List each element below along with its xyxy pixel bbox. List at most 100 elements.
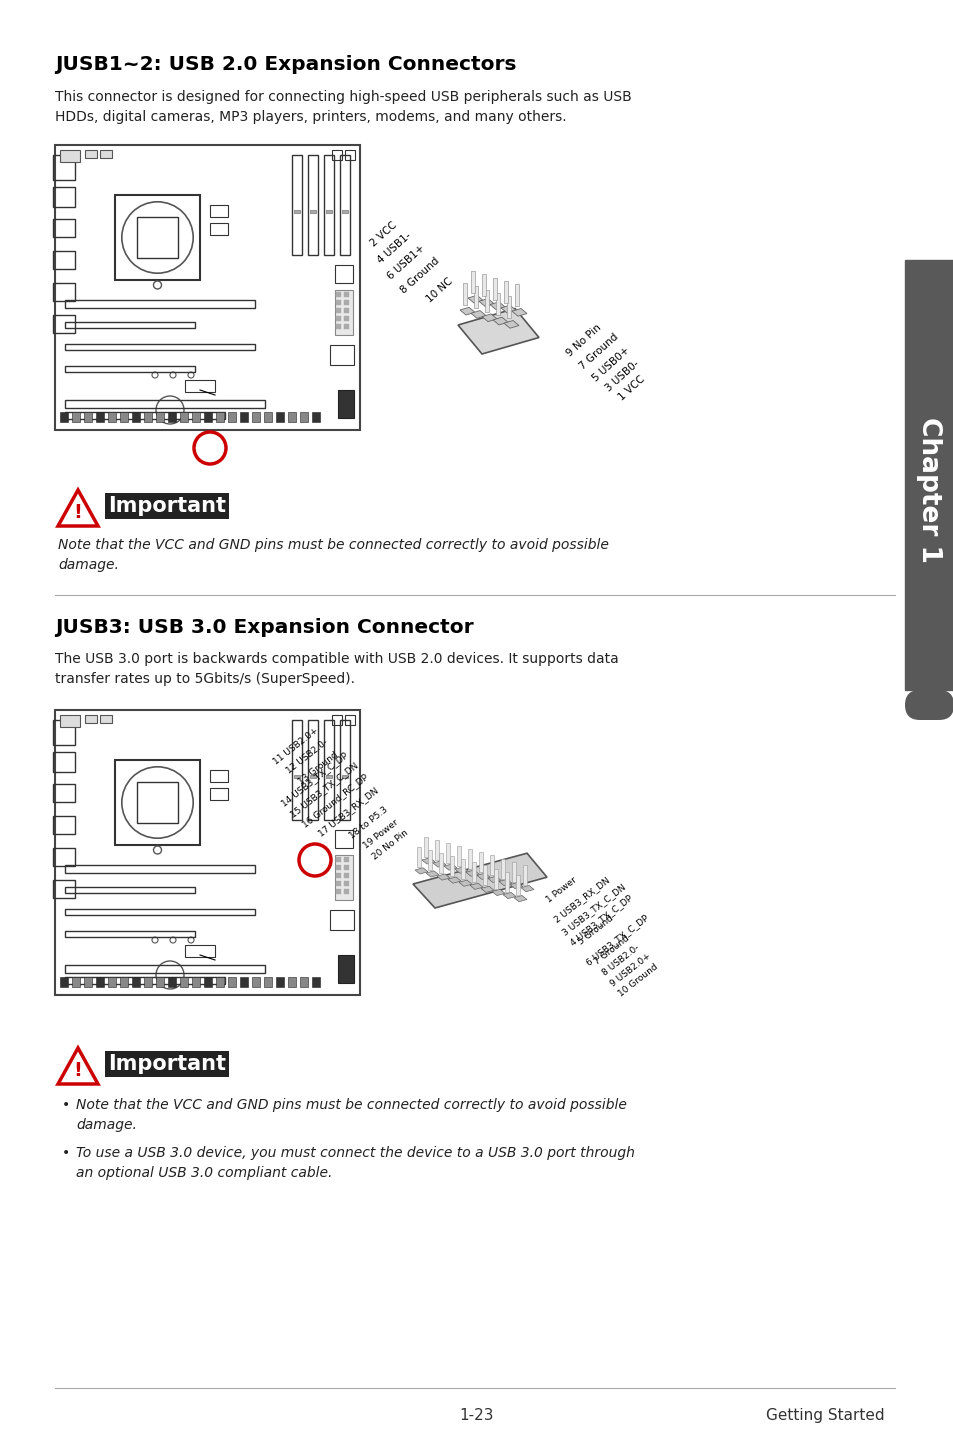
Polygon shape [446, 843, 450, 863]
Polygon shape [436, 874, 450, 881]
Bar [132, 977, 140, 987]
Bar [292, 720, 302, 821]
Polygon shape [426, 871, 438, 876]
Text: The USB 3.0 port is backwards compatible with USB 2.0 devices. It supports data
: The USB 3.0 port is backwards compatible… [55, 652, 618, 686]
Bar [53, 155, 75, 180]
Bar [85, 150, 97, 158]
Bar [310, 211, 315, 213]
Text: 9 No Pin: 9 No Pin [564, 322, 603, 358]
Polygon shape [468, 295, 482, 304]
Bar [71, 412, 80, 422]
Text: Note that the VCC and GND pins must be connected correctly to avoid possible
dam: Note that the VCC and GND pins must be c… [76, 1098, 626, 1131]
Polygon shape [448, 876, 460, 884]
Text: 20 No Pin: 20 No Pin [371, 828, 410, 862]
Polygon shape [490, 302, 504, 309]
Bar [65, 367, 194, 372]
Bar [335, 292, 340, 296]
Bar [65, 322, 194, 328]
Bar [65, 909, 254, 915]
Polygon shape [458, 881, 472, 886]
Bar [292, 155, 302, 255]
Bar [192, 977, 200, 987]
Polygon shape [478, 852, 482, 872]
Bar [344, 308, 349, 314]
Polygon shape [428, 851, 432, 871]
Bar [252, 412, 260, 422]
Text: Note that the VCC and GND pins must be connected correctly to avoid possible
dam: Note that the VCC and GND pins must be c… [58, 538, 608, 571]
Polygon shape [493, 318, 507, 325]
Polygon shape [471, 271, 475, 294]
Polygon shape [471, 311, 485, 318]
Bar [65, 931, 194, 937]
Text: Important: Important [108, 495, 226, 516]
Polygon shape [503, 281, 507, 304]
Polygon shape [456, 846, 460, 866]
Bar [339, 720, 350, 821]
Bar [335, 881, 340, 886]
Bar [96, 412, 104, 422]
Bar [288, 977, 295, 987]
Bar [71, 977, 80, 987]
Bar [344, 856, 349, 862]
Bar [65, 965, 265, 972]
Polygon shape [474, 286, 477, 308]
Text: JUSB3: USB 3.0 Expansion Connector: JUSB3: USB 3.0 Expansion Connector [55, 619, 473, 637]
Polygon shape [438, 853, 442, 874]
Polygon shape [515, 284, 518, 306]
Bar [312, 977, 319, 987]
Bar [335, 889, 340, 894]
Bar [275, 412, 284, 422]
Bar [345, 715, 355, 725]
Text: 2 VCC: 2 VCC [368, 219, 398, 248]
Bar [53, 284, 75, 301]
Bar [115, 195, 200, 281]
Text: JUSB1~2: USB 2.0 Expansion Connectors: JUSB1~2: USB 2.0 Expansion Connectors [55, 54, 516, 74]
Text: 8 Ground: 8 Ground [398, 256, 440, 296]
Bar [180, 412, 188, 422]
Text: 3 USB0-: 3 USB0- [603, 358, 640, 394]
Bar [332, 150, 341, 160]
Polygon shape [496, 294, 499, 315]
Bar [65, 400, 265, 408]
Bar [60, 715, 80, 727]
Polygon shape [494, 869, 497, 889]
Bar [192, 412, 200, 422]
Bar [60, 150, 80, 162]
Bar [210, 223, 228, 235]
Bar [332, 715, 341, 725]
Bar [120, 977, 128, 987]
Text: 12 USB2.0-: 12 USB2.0- [285, 737, 330, 776]
Bar [335, 324, 340, 329]
Bar [335, 299, 340, 305]
Polygon shape [506, 296, 511, 318]
Polygon shape [514, 895, 526, 902]
Bar [210, 770, 228, 782]
Bar [335, 831, 353, 848]
Text: 6 USB1+: 6 USB1+ [385, 243, 427, 281]
Text: 11 USB2.0+: 11 USB2.0+ [272, 726, 319, 766]
Text: 5 USB0+: 5 USB0+ [590, 345, 632, 384]
Polygon shape [443, 863, 456, 871]
Bar [53, 816, 75, 833]
FancyBboxPatch shape [904, 690, 953, 720]
Bar [330, 909, 354, 929]
Polygon shape [415, 868, 428, 874]
Text: 17 USB3_RX_DN: 17 USB3_RX_DN [316, 786, 379, 838]
Bar [294, 775, 299, 778]
Bar [264, 412, 272, 422]
Polygon shape [465, 871, 478, 876]
Bar [53, 315, 75, 334]
Text: 7 Ground: 7 Ground [593, 934, 631, 967]
Bar [335, 856, 340, 862]
Bar [144, 977, 152, 987]
Text: 18 to P5.3: 18 to P5.3 [348, 805, 390, 841]
Bar [337, 390, 354, 418]
Bar [137, 782, 178, 823]
Bar [60, 412, 68, 422]
Text: 10 Ground: 10 Ground [617, 962, 659, 998]
Bar [326, 775, 332, 778]
Polygon shape [504, 872, 509, 892]
Bar [312, 412, 319, 422]
Bar [53, 848, 75, 866]
Bar [100, 715, 112, 723]
